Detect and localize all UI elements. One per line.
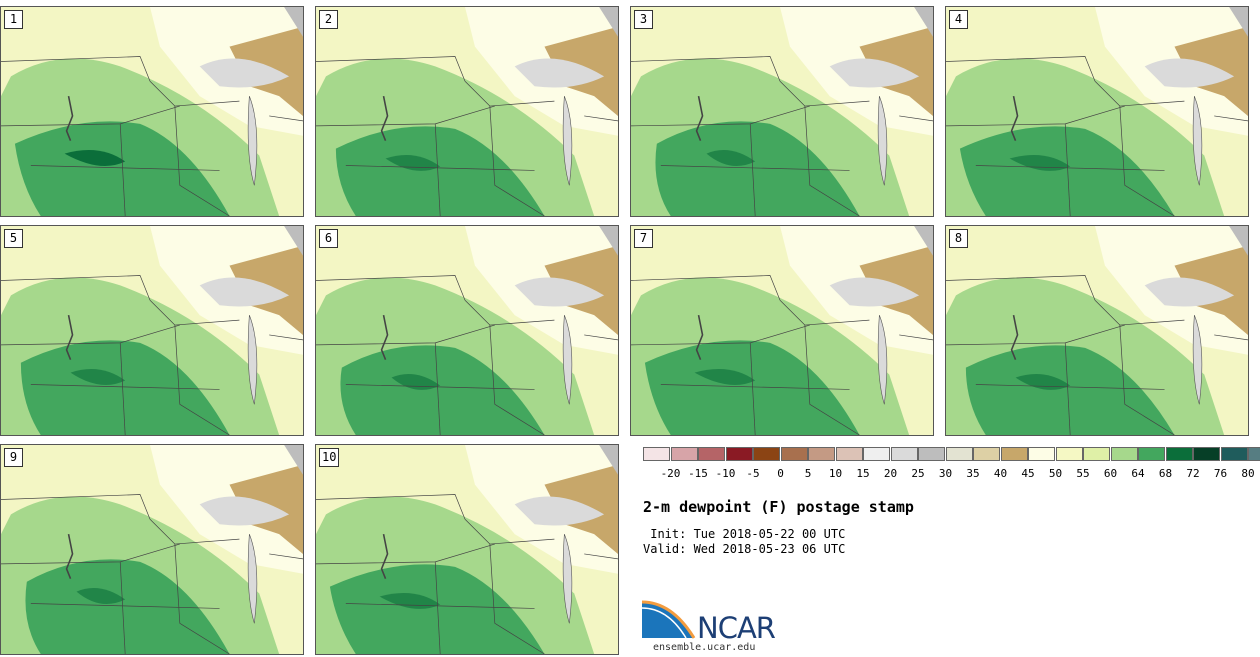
colorbar-swatch (753, 447, 780, 461)
colorbar-tick-label: 35 (966, 467, 980, 480)
colorbar-tick-label: -10 (715, 467, 736, 480)
colorbar-swatch (1138, 447, 1165, 461)
colorbar-tick-label: 68 (1158, 467, 1173, 480)
stamp-member-label: 7 (634, 229, 653, 248)
colorbar-tick-label: 64 (1131, 467, 1145, 480)
colorbar-swatch (1165, 447, 1193, 461)
colorbar-swatch (835, 447, 863, 461)
colorbar-swatch (1248, 447, 1260, 461)
colorbar-swatch (698, 447, 725, 461)
colorbar-swatch (725, 447, 753, 461)
postage-stamp-9: 9 (0, 444, 304, 655)
colorbar-tick-label: -5 (746, 467, 760, 480)
colorbar-swatch (1220, 447, 1248, 461)
postage-stamp-8: 8 (945, 225, 1249, 436)
colorbar-tick-label: 60 (1103, 467, 1118, 480)
colorbar-tick-label: -15 (688, 467, 708, 480)
colorbar-tick-label: 20 (883, 467, 898, 480)
colorbar-swatch (643, 447, 670, 461)
colorbar-tick-label: 30 (938, 467, 953, 480)
colorbar-swatch (1083, 447, 1110, 461)
stamp-member-label: 4 (949, 10, 968, 29)
stamp-member-label: 5 (4, 229, 23, 248)
stamp-member-label: 3 (634, 10, 653, 29)
colorbar-swatch (1028, 447, 1055, 461)
valid-time: Valid: Wed 2018-05-23 06 UTC (643, 542, 846, 556)
colorbar-swatch (973, 447, 1000, 461)
colorbar-tick-label: 40 (993, 467, 1008, 480)
colorbar-tick-label: 5 (804, 467, 812, 480)
stamp-member-label: 8 (949, 229, 968, 248)
colorbar-swatch (1055, 447, 1083, 461)
postage-stamp-1: 1 (0, 6, 304, 217)
colorbar-swatch (1110, 447, 1138, 461)
colorbar-tick-label: 50 (1048, 467, 1063, 480)
colorbar-tick-label: 76 (1213, 467, 1228, 480)
postage-stamp-10: 10 (315, 444, 619, 655)
colorbar-tick-label: 45 (1021, 467, 1035, 480)
stamp-member-label: 1 (4, 10, 23, 29)
dewpoint-colorbar: -20 -15 -10 -5 0 5 10 15 20 25 30 35 40 45 50 55 60 64 68 7… (643, 447, 1260, 483)
postage-stamp-4: 4 (945, 6, 1249, 217)
stamp-member-label: 6 (319, 229, 338, 248)
colorbar-swatch (1193, 447, 1220, 461)
init-time: Init: Tue 2018-05-22 00 UTC (643, 527, 846, 541)
postage-stamp-5: 5 (0, 225, 304, 436)
stamp-member-label: 9 (4, 448, 23, 467)
stamp-member-label: 2 (319, 10, 338, 29)
postage-stamp-2: 2 (315, 6, 619, 217)
postage-stamp-6: 6 (315, 225, 619, 436)
colorbar-swatch (863, 447, 890, 461)
colorbar-swatch (945, 447, 973, 461)
colorbar-swatch (1000, 447, 1028, 461)
colorbar-swatch (890, 447, 918, 461)
colorbar-tick-label: 15 (856, 467, 870, 480)
colorbar-swatch (918, 447, 945, 461)
colorbar-tick-label: 80 (1241, 467, 1255, 480)
colorbar-swatch (670, 447, 698, 461)
plot-title: 2-m dewpoint (F) postage stamp (643, 498, 914, 516)
colorbar-tick-label: 0 (777, 467, 784, 480)
postage-stamp-3: 3 (630, 6, 934, 217)
stamp-member-label: 10 (319, 448, 340, 467)
colorbar-swatch (780, 447, 808, 461)
colorbar-tick-label: 72 (1186, 467, 1200, 480)
ncar-logo-text: NCAR (697, 611, 776, 645)
ncar-logo-icon (642, 600, 696, 639)
colorbar-tick-label: 55 (1076, 467, 1090, 480)
colorbar-swatch (808, 447, 835, 461)
postage-stamp-7: 7 (630, 225, 934, 436)
colorbar-tick-label: 10 (828, 467, 843, 480)
colorbar-tick-label: -20 (660, 467, 681, 480)
logo-url: ensemble.ucar.edu (653, 642, 756, 653)
colorbar-tick-label: 25 (911, 467, 925, 480)
